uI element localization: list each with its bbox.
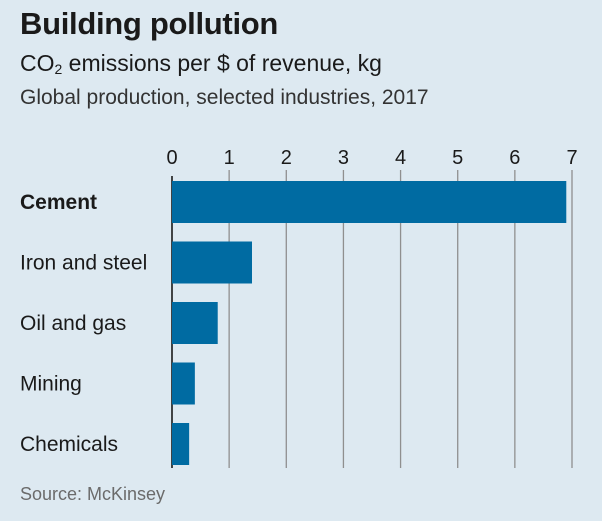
x-tick-label: 4 (395, 147, 406, 169)
bar (172, 362, 195, 405)
chart-subtitle: CO2 emissions per $ of revenue, kg (20, 50, 382, 77)
bar (172, 423, 190, 465)
category-label: Cement (20, 191, 97, 214)
x-tick-label: 3 (338, 147, 349, 169)
x-tick-label: 0 (166, 147, 177, 169)
category-label: Oil and gas (20, 312, 126, 335)
subtitle-prefix: CO (20, 50, 55, 76)
category-label: Mining (20, 373, 82, 396)
subtitle-suffix: emissions per $ of revenue, kg (62, 50, 382, 76)
bar (172, 241, 252, 284)
category-label-layer: Cement Iron and steel Oil and gas Mining Che… (20, 191, 147, 456)
chart-note: Global production, selected industries, … (20, 86, 429, 109)
subtitle-subscript: 2 (54, 61, 63, 77)
x-tick-label: 7 (566, 147, 577, 169)
category-label: Iron and steel (20, 252, 147, 275)
bar (172, 181, 567, 223)
chart-title: Building pollution (20, 6, 279, 41)
bar (172, 302, 218, 344)
x-tick-label: 5 (452, 147, 463, 169)
x-tick-label: 2 (281, 147, 292, 169)
tick-label-layer: 0 1 2 3 4 5 6 7 (166, 147, 577, 169)
chart-source: Source: McKinsey (20, 484, 166, 504)
x-tick-label: 6 (509, 147, 520, 169)
bar-layer (172, 181, 567, 465)
x-tick-label: 1 (224, 147, 235, 169)
category-label: Chemicals (20, 433, 118, 456)
